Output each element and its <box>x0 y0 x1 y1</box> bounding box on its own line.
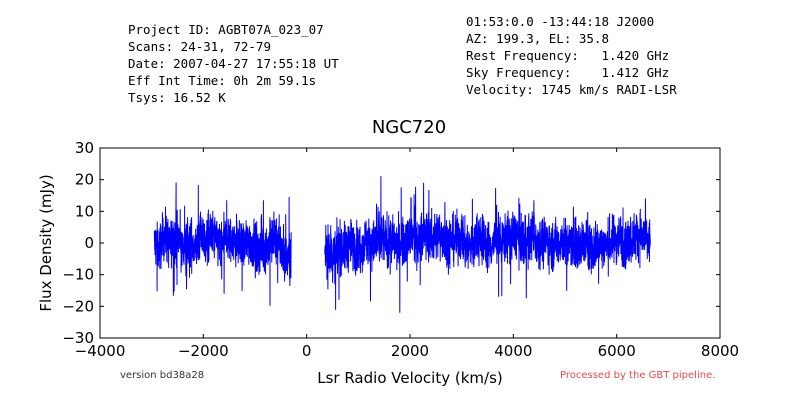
y-tick-label: 0 <box>84 234 94 252</box>
y-tick-label: 20 <box>75 171 94 189</box>
observation-info-left: Project ID: AGBT07A_023_07 Scans: 24-31, … <box>128 21 339 106</box>
version-label: version bd38a28 <box>120 370 205 381</box>
header-line: Tsys: 16.52 K <box>128 90 226 105</box>
x-tick-label: −2000 <box>178 342 229 360</box>
observation-info-right: 01:53:0.0 -13:44:18 J2000 AZ: 199.3, EL: … <box>466 13 677 98</box>
spectrum-segment-0-1 <box>324 176 651 313</box>
header-line: Sky Frequency: 1.412 GHz <box>466 65 670 80</box>
header-line: Date: 2007-04-27 17:55:18 UT <box>128 56 339 71</box>
x-tick-label: 8000 <box>701 342 739 360</box>
y-tick-label: 10 <box>75 202 94 220</box>
y-axis-label: Flux Density (mJy) <box>37 174 55 311</box>
spectrum-segment-0-0 <box>153 182 292 306</box>
header-line: Eff Int Time: 0h 2m 59.1s <box>128 73 317 88</box>
header-line: AZ: 199.3, EL: 35.8 <box>466 31 609 46</box>
x-tick-label: 6000 <box>598 342 636 360</box>
header-line: Rest Frequency: 1.420 GHz <box>466 48 670 63</box>
header-line: Velocity: 1745 km/s RADI-LSR <box>466 82 677 97</box>
y-tick-label: −20 <box>62 297 94 315</box>
header-line: Scans: 24-31, 72-79 <box>128 39 271 54</box>
x-axis: −4000 −2000 0 2000 4000 6000 8000 <box>75 148 739 360</box>
pipeline-credit: Processed by the GBT pipeline. <box>560 370 716 381</box>
chart-title: NGC720 <box>372 117 446 138</box>
y-tick-label: −30 <box>62 329 94 347</box>
x-tick-label: 0 <box>302 342 312 360</box>
y-tick-label: −10 <box>62 266 94 284</box>
x-tick-label: −4000 <box>75 342 126 360</box>
header-line: Project ID: AGBT07A_023_07 <box>128 22 324 37</box>
plot-area <box>153 176 651 313</box>
x-tick-label: 2000 <box>391 342 429 360</box>
y-tick-label: 30 <box>75 139 94 157</box>
x-tick-label: 4000 <box>494 342 532 360</box>
y-axis: −30 −20 −10 0 10 20 30 <box>62 139 720 347</box>
header-line: 01:53:0.0 -13:44:18 J2000 <box>466 14 655 29</box>
x-axis-label: Lsr Radio Velocity (km/s) <box>317 369 503 387</box>
